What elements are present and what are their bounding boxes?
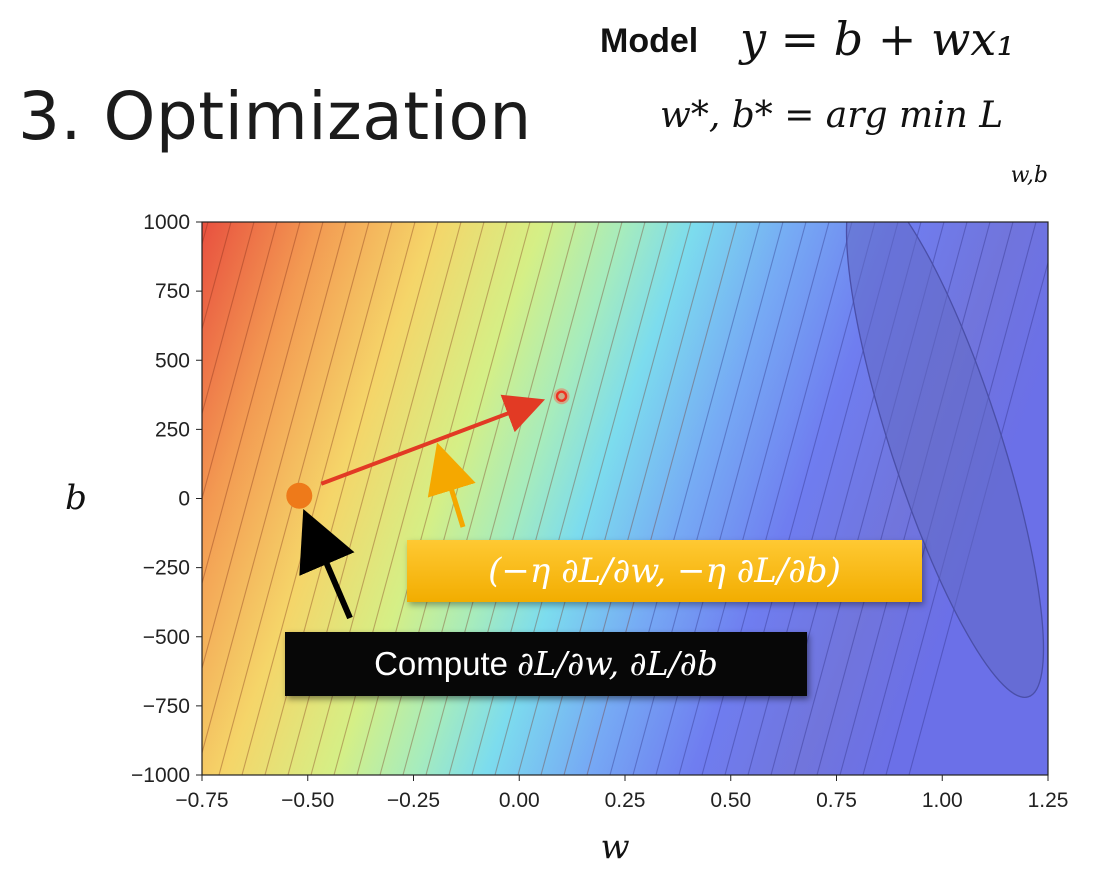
x-tick-label: −0.50 <box>281 789 334 812</box>
x-tick-label: 1.25 <box>1028 789 1069 812</box>
contour-line <box>12 222 162 775</box>
contour-line <box>35 222 185 775</box>
x-axis-label: w <box>600 827 629 867</box>
x-tick-label: −0.75 <box>175 789 228 812</box>
y-tick-label: −500 <box>143 626 190 649</box>
contour-line <box>202 222 301 586</box>
contour-line <box>202 222 347 755</box>
contour-line <box>202 222 232 332</box>
objective-text: w*, b* = arg min L <box>660 95 1004 136</box>
data-points <box>286 388 570 509</box>
gradient-expression: ∂L/∂w, ∂L/∂b <box>517 644 718 683</box>
y-tick-label: −1000 <box>131 764 190 787</box>
axis-ticks: −0.75 −0.50 −0.25 0.00 0.25 0.50 0.75 1.00 1.25 1… <box>131 211 1068 812</box>
current-point <box>286 482 313 509</box>
compute-pointer-arrow <box>299 508 355 620</box>
y-tick-label: 0 <box>178 488 190 511</box>
page-title: 3. Optimization <box>18 78 532 155</box>
objective-subscript: w,b <box>1010 163 1048 188</box>
step-label-arrow <box>427 442 476 528</box>
y-tick-label: −750 <box>143 695 190 718</box>
x-tick-label: 1.00 <box>922 789 963 812</box>
next-point <box>555 390 568 402</box>
x-tick-label: 0.25 <box>605 789 646 812</box>
y-tick-label: 1000 <box>143 211 190 234</box>
arrows <box>299 394 546 620</box>
update-step-box: (−η ∂L/∂w, −η ∂L/∂b) <box>407 540 922 602</box>
contour-line <box>202 222 255 416</box>
y-tick-label: −250 <box>143 557 190 580</box>
objective-equation: w*, b* = arg min L w,b <box>660 95 1048 188</box>
contour-line <box>202 222 324 671</box>
contour-line <box>0 222 116 775</box>
contour-line <box>241 222 393 775</box>
contour-line <box>0 222 70 775</box>
contour-line <box>202 222 278 501</box>
y-tick-label: 500 <box>155 349 190 372</box>
x-tick-label: 0.75 <box>816 789 857 812</box>
x-tick-label: 0.00 <box>499 789 540 812</box>
y-tick-label: 250 <box>155 418 190 441</box>
x-tick-label: −0.25 <box>387 789 440 812</box>
model-equation: y = b + wx₁ <box>740 12 1015 66</box>
y-axis-label: b <box>65 478 87 518</box>
x-tick-label: 0.50 <box>710 789 751 812</box>
model-label: Model <box>600 22 699 60</box>
minimum-contour <box>845 222 1045 698</box>
y-tick-label: 750 <box>155 280 190 303</box>
compute-gradient-box: Compute ∂L/∂w, ∂L/∂b <box>285 632 807 696</box>
compute-label: Compute <box>374 645 508 682</box>
